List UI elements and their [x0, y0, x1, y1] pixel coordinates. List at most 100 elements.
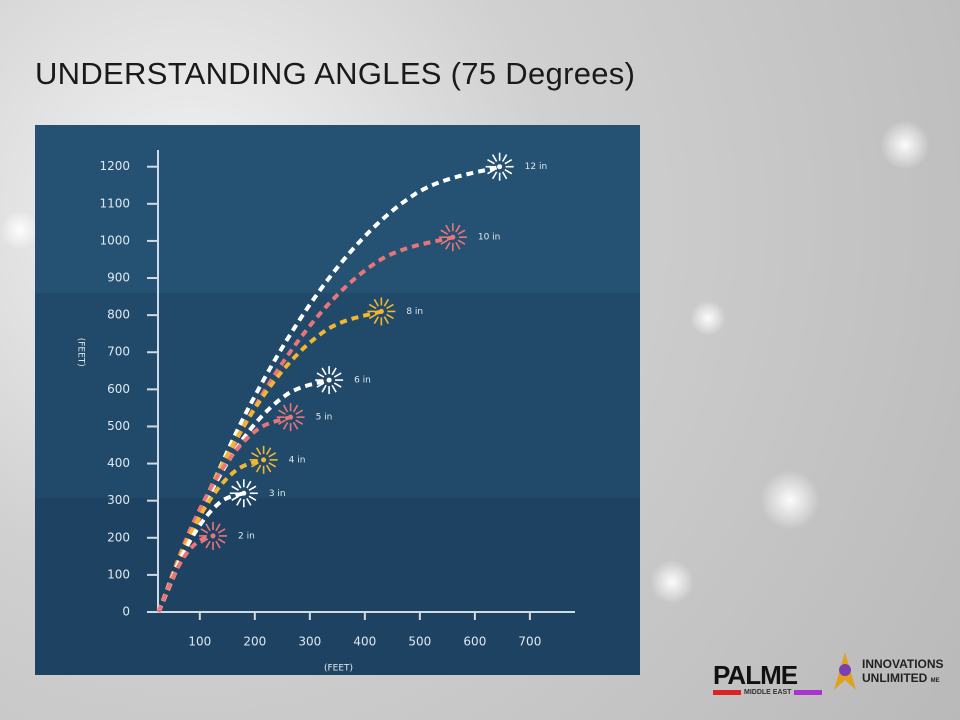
burst-ray [316, 372, 325, 378]
y-tick-label: 0 [122, 605, 130, 619]
burst [315, 366, 344, 395]
burst [229, 479, 258, 508]
y-tick-label: 1100 [99, 196, 130, 210]
burst-center [261, 457, 267, 463]
burst-ray [333, 372, 342, 378]
burst-center [288, 414, 294, 420]
burst-ray [501, 154, 508, 162]
x-tick-label: 300 [298, 635, 321, 649]
burst-ray [504, 159, 513, 165]
logo-text: PALME [713, 660, 798, 690]
chart: 0 100 200 300 400 500 600 700 800 900 1000 1100 1200… [35, 125, 640, 675]
y-tick-label: 300 [107, 493, 130, 507]
burst-ray [255, 464, 262, 473]
x-tick-label: 200 [243, 635, 266, 649]
logo-icon [834, 652, 856, 690]
y-tick-label: 700 [107, 345, 130, 359]
legend-label: 8 in [406, 307, 423, 317]
burst-ray [255, 447, 262, 456]
legend-label: 12 in [525, 162, 548, 172]
burst-center [326, 377, 332, 383]
y-tick-label: 1200 [99, 159, 130, 173]
legend-label: 2 in [238, 531, 255, 541]
palme-logo: PALME MIDDLE EAST [713, 660, 823, 696]
band [35, 293, 640, 498]
burst-ray [331, 367, 337, 376]
burst-ray [215, 523, 221, 532]
x-axis-label: (FEET) [324, 664, 353, 674]
burst-ray [217, 528, 226, 534]
burst-ray [200, 528, 209, 534]
legend-label: 10 in [478, 233, 501, 243]
burst-ray [373, 298, 380, 307]
burst-ray [236, 480, 242, 489]
burst-ray [295, 419, 304, 425]
burst-ray [215, 540, 221, 549]
y-tick-label: 500 [107, 419, 130, 433]
trajectory [156, 457, 265, 613]
burst-ray [487, 169, 495, 175]
legend-label: 6 in [354, 376, 371, 386]
burst-ray [455, 224, 461, 233]
legend-label: 4 in [289, 455, 306, 465]
sparkle [0, 210, 40, 250]
burst-ray [491, 154, 498, 162]
legend-label: 5 in [316, 413, 333, 423]
y-axis-label: (FEET) [76, 338, 86, 367]
burst-ray [268, 452, 277, 458]
burst-ray [368, 313, 377, 320]
sparkle [650, 560, 694, 604]
logo-bar [713, 690, 741, 695]
burst-center [450, 234, 456, 240]
burst [367, 297, 396, 326]
logo-text: ME [930, 677, 940, 684]
x-tick-label: 400 [353, 635, 376, 649]
burst-ray [331, 384, 337, 393]
band [35, 498, 640, 675]
x-tick-label: 700 [518, 635, 541, 649]
y-tick-label: 600 [107, 382, 130, 396]
burst-ray [231, 485, 240, 491]
burst-ray [373, 316, 380, 324]
burst [276, 403, 305, 432]
burst-ray [455, 242, 461, 250]
burst-ray [251, 452, 259, 458]
logo-text: MIDDLE EAST [744, 689, 792, 696]
burst-ray [321, 384, 327, 393]
burst-ray [236, 498, 242, 506]
burst-center [378, 308, 384, 314]
burst-center [210, 533, 216, 539]
burst-ray [278, 409, 286, 415]
trajectory [156, 534, 214, 613]
burst-ray [386, 303, 394, 310]
burst-center [241, 490, 247, 496]
burst-ray [321, 367, 327, 376]
burst-ray [205, 540, 211, 549]
burst-ray [445, 224, 451, 233]
burst-ray [217, 538, 226, 544]
y-tick-label: 200 [107, 530, 130, 544]
burst-ray [316, 382, 325, 388]
burst-ray [251, 462, 259, 468]
y-tick-label: 400 [107, 456, 130, 470]
burst-ray [292, 404, 299, 413]
sparkle [880, 120, 930, 170]
logo-text: INNOVATIONS [862, 656, 944, 671]
burst-ray [383, 298, 390, 307]
y-tick-label: 800 [107, 308, 130, 322]
burst-ray [457, 229, 466, 235]
burst-ray [501, 171, 508, 180]
x-tick-label: 500 [408, 635, 431, 649]
burst-ray [292, 421, 299, 430]
x-tick-label: 600 [463, 635, 486, 649]
logo-bar [794, 690, 823, 695]
burst-ray [383, 316, 390, 324]
burst-ray [386, 313, 394, 320]
y-tick-label: 100 [107, 567, 130, 581]
burst [438, 223, 467, 252]
burst-ray [445, 242, 451, 250]
burst [199, 521, 228, 550]
burst-ray [504, 169, 513, 175]
burst-ray [333, 382, 342, 388]
